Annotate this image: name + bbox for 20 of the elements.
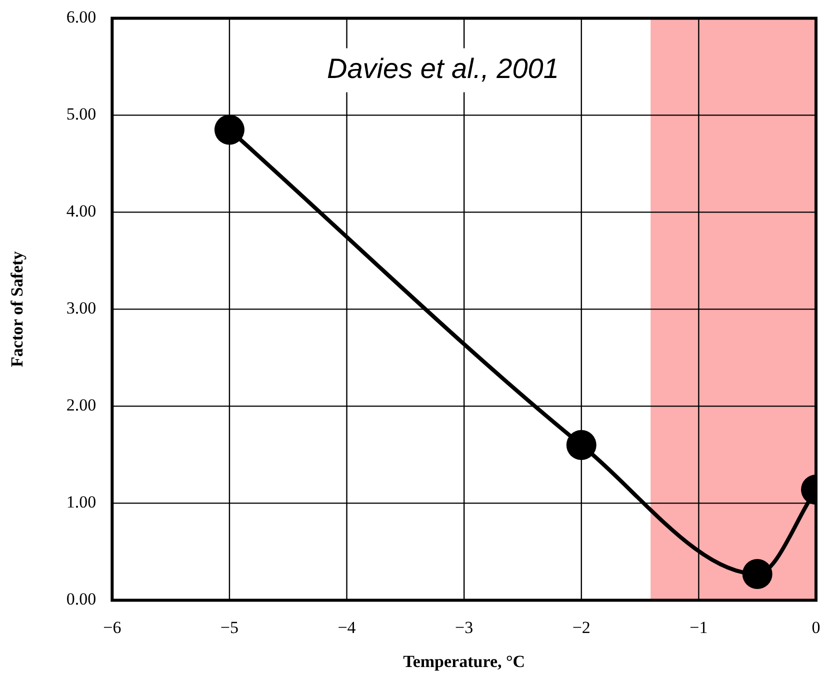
y-tick-label: 0.00: [66, 590, 96, 609]
x-tick-label: −6: [103, 618, 122, 637]
y-tick-label: 2.00: [66, 396, 96, 415]
x-tick-label: −3: [455, 618, 474, 637]
y-tick-label: 3.00: [66, 298, 96, 318]
annotation: Davies et al., 2001: [327, 52, 559, 84]
y-axis-title: Factor of Safety: [8, 250, 27, 368]
x-axis-title: Temperature, °C: [403, 652, 526, 672]
y-tick-label: 4.00: [66, 202, 96, 221]
x-tick-label: −4: [338, 618, 356, 637]
x-tick-label: −5: [220, 618, 239, 637]
y-tick-label: 5.00: [66, 104, 96, 124]
point: [742, 559, 772, 590]
x-tick-label: −2: [572, 618, 590, 637]
x-tick-label: −1: [690, 618, 708, 637]
y-tick-label: 6.00: [66, 8, 96, 27]
point: [566, 430, 596, 460]
y-tick-label: 1.00: [66, 492, 96, 512]
x-tick-label: 0: [812, 618, 820, 637]
point: [214, 114, 244, 145]
